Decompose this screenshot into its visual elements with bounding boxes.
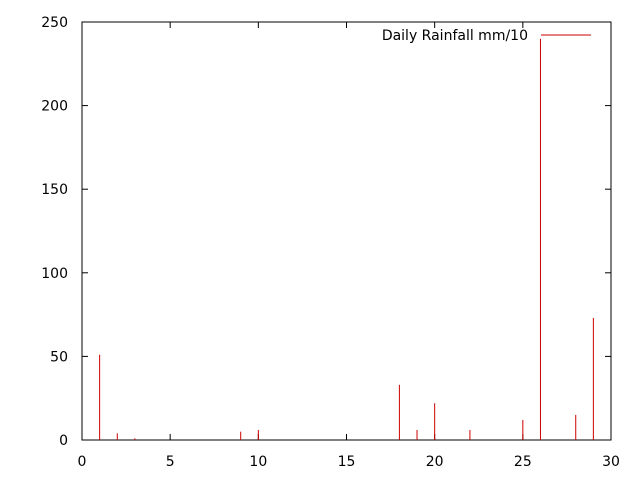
x-tick-label: 5 bbox=[166, 454, 175, 470]
x-tick-label: 15 bbox=[338, 454, 356, 470]
plot-frame bbox=[81, 21, 612, 441]
x-tick-label: 30 bbox=[602, 454, 620, 470]
y-tick-label: 100 bbox=[41, 266, 68, 282]
x-tick-label: 20 bbox=[426, 454, 444, 470]
x-tick-label: 0 bbox=[78, 454, 87, 470]
legend-label-daily-rainfall: Daily Rainfall mm/10 bbox=[382, 28, 528, 44]
x-tick-labels: 0 5 10 15 20 25 30 bbox=[78, 454, 620, 470]
y-tick-label: 50 bbox=[50, 349, 68, 365]
y-tick-label: 200 bbox=[41, 99, 68, 115]
rainfall-impulses bbox=[99, 38, 594, 440]
y-tick-label: 250 bbox=[41, 15, 68, 31]
legend: Daily Rainfall mm/10 bbox=[382, 28, 591, 44]
axis-ticks bbox=[82, 22, 611, 440]
y-tick-label: 0 bbox=[59, 433, 68, 449]
x-tick-label: 25 bbox=[514, 454, 532, 470]
x-tick-label: 10 bbox=[249, 454, 267, 470]
y-tick-labels: 0 50 100 150 200 250 bbox=[41, 15, 68, 449]
y-tick-label: 150 bbox=[41, 182, 68, 198]
